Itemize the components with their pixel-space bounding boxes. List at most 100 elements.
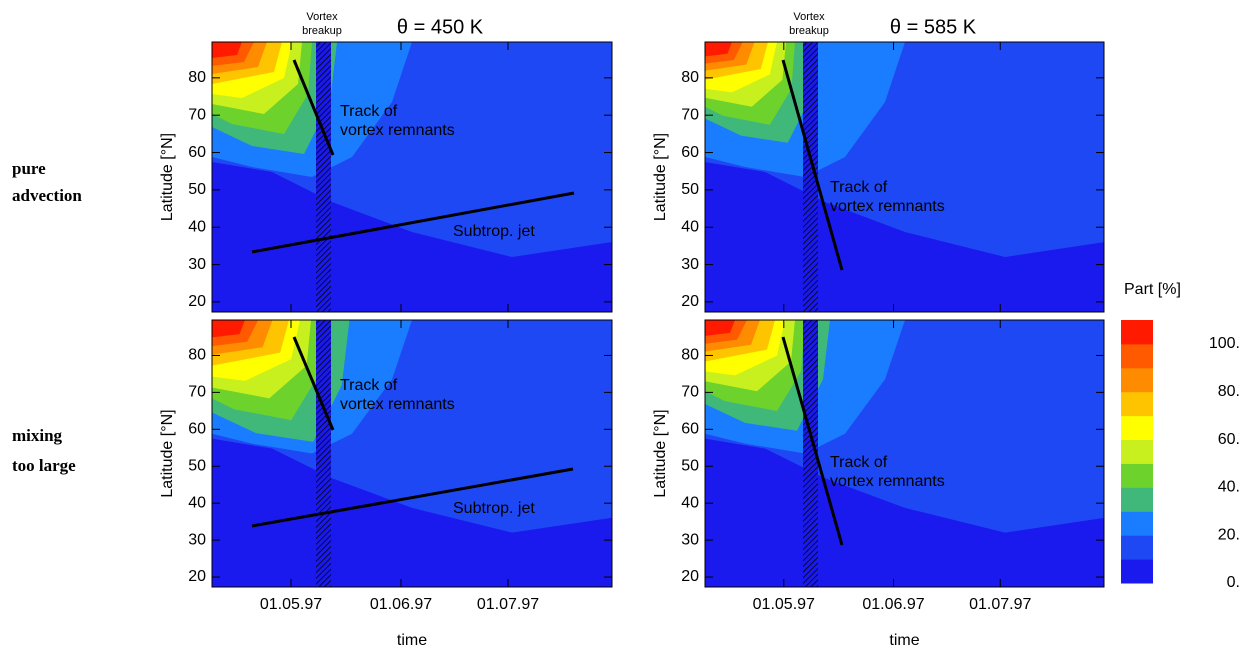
colorbar-level <box>1121 343 1153 369</box>
x-tick-label: 01.07.97 <box>477 596 539 613</box>
panel <box>212 320 612 587</box>
colorbar-level <box>1121 559 1153 584</box>
contour-level <box>705 42 732 57</box>
vortex-track <box>781 336 844 546</box>
contour-level <box>705 320 735 336</box>
column-title: θ = 450 K <box>397 16 484 38</box>
y-tick-label: 50 <box>188 181 206 198</box>
colorbar-tick-label: 20. <box>1218 526 1240 543</box>
colorbar-label: Part [%] <box>1124 281 1181 298</box>
vortex-breakup-label: breakup <box>789 25 829 37</box>
y-tick-label: 20 <box>188 293 206 310</box>
y-tick-label: 70 <box>681 106 699 123</box>
colorbar-level <box>1121 415 1153 441</box>
colorbar-tick-label: 80. <box>1218 383 1240 400</box>
colorbar-level <box>1121 439 1153 464</box>
vortex-breakup-label: Vortex <box>306 11 338 23</box>
y-tick-label: 80 <box>681 69 699 86</box>
subtropical-jet <box>251 191 575 254</box>
x-tick-label: 01.06.97 <box>862 596 924 613</box>
frame <box>211 41 613 313</box>
row-label: mixing <box>12 426 63 445</box>
y-tick-label: 60 <box>681 144 699 161</box>
y-tick-label: 40 <box>188 218 206 235</box>
y-tick-label: 40 <box>188 494 206 511</box>
vortex-track <box>292 336 335 431</box>
y-tick-label: 20 <box>681 568 699 585</box>
y-tick-label: 30 <box>681 256 699 273</box>
frame <box>211 319 613 588</box>
row-label: advection <box>12 186 82 205</box>
y-axis-label: Latitude [°N] <box>652 409 669 497</box>
x-tick-label: 01.05.97 <box>260 596 322 613</box>
colorbar-tick-label: 40. <box>1218 479 1240 496</box>
y-tick-label: 70 <box>188 384 206 401</box>
y-tick-label: 80 <box>188 347 206 364</box>
vortex-breakup-band <box>316 42 331 312</box>
subtropical-jet <box>251 467 574 528</box>
column-title: θ = 585 K <box>890 16 977 38</box>
y-tick-label: 50 <box>188 457 206 474</box>
track-label: Track of <box>340 103 398 120</box>
colorbar-level <box>1121 320 1153 345</box>
track-label: Track of <box>830 179 888 196</box>
track-label: Track of <box>830 454 888 471</box>
y-tick-label: 70 <box>188 106 206 123</box>
y-tick-label: 20 <box>188 568 206 585</box>
y-tick-label: 40 <box>681 218 699 235</box>
jet-label: Subtrop. jet <box>453 500 535 517</box>
contour-level <box>212 320 245 338</box>
x-tick-label: 01.06.97 <box>370 596 432 613</box>
vortex-breakup-band <box>803 320 818 587</box>
y-tick-label: 40 <box>681 494 699 511</box>
colorbar-level <box>1121 487 1153 512</box>
track-label: vortex remnants <box>830 473 945 490</box>
track-label: vortex remnants <box>830 198 945 215</box>
colorbar-level <box>1121 463 1153 488</box>
panel <box>212 42 612 312</box>
track-label: vortex remnants <box>340 396 455 413</box>
y-tick-label: 70 <box>681 384 699 401</box>
vortex-breakup-label: breakup <box>302 25 342 37</box>
vortex-breakup-band <box>316 320 331 587</box>
colorbar-tick-label: 100. <box>1209 335 1240 352</box>
jet-label: Subtrop. jet <box>453 223 535 240</box>
vortex-track <box>781 59 844 271</box>
y-axis-label: Latitude [°N] <box>159 409 176 497</box>
y-axis-label: Latitude [°N] <box>159 133 176 221</box>
colorbar-level <box>1121 511 1153 536</box>
x-axis-label: time <box>889 632 919 649</box>
colorbar-tick-label: 0. <box>1227 574 1240 591</box>
x-tick-label: 01.07.97 <box>969 596 1031 613</box>
vortex-breakup-band <box>803 42 818 312</box>
y-tick-label: 60 <box>188 144 206 161</box>
y-tick-label: 20 <box>681 293 699 310</box>
y-tick-label: 80 <box>188 69 206 86</box>
y-tick-label: 50 <box>681 181 699 198</box>
y-tick-label: 30 <box>188 256 206 273</box>
frame <box>704 41 1105 313</box>
y-tick-label: 60 <box>681 421 699 438</box>
colorbar-level <box>1121 391 1153 417</box>
y-tick-label: 60 <box>188 421 206 438</box>
track-label: vortex remnants <box>340 122 455 139</box>
colorbar-level <box>1121 535 1153 560</box>
frame <box>704 319 1105 588</box>
y-axis-label: Latitude [°N] <box>652 133 669 221</box>
y-tick-label: 80 <box>681 347 699 364</box>
colorbar-tick-label: 60. <box>1218 431 1240 448</box>
vortex-breakup-label: Vortex <box>793 11 825 23</box>
x-tick-label: 01.05.97 <box>753 596 815 613</box>
row-label: too large <box>12 456 76 475</box>
y-tick-label: 30 <box>681 531 699 548</box>
contour-level <box>212 42 242 58</box>
track-label: Track of <box>340 377 398 394</box>
panel <box>705 42 1104 312</box>
vortex-track <box>292 59 335 156</box>
x-axis-label: time <box>397 632 427 649</box>
y-tick-label: 50 <box>681 457 699 474</box>
row-label: pure <box>12 159 46 178</box>
panel <box>705 320 1104 587</box>
y-tick-label: 30 <box>188 531 206 548</box>
